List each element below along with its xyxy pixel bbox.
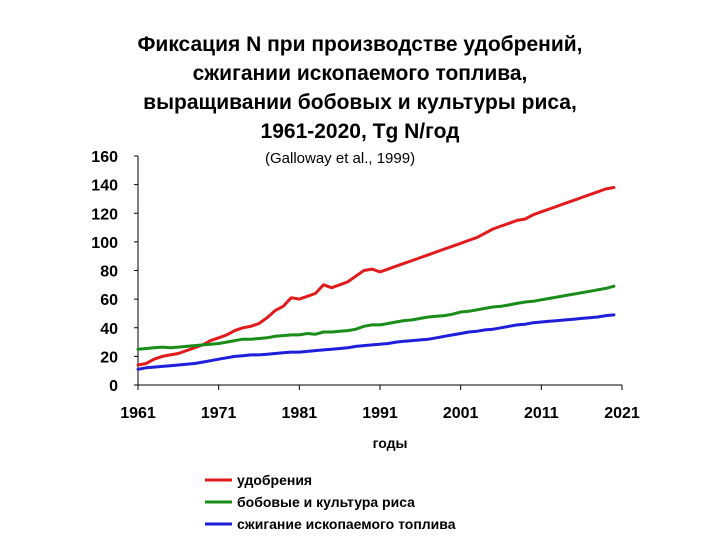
legend-label: удобрения: [237, 472, 312, 488]
y-tick-label: 120: [91, 206, 118, 223]
x-tick-label: 1971: [201, 405, 237, 422]
y-tick-label: 40: [100, 321, 118, 338]
chart-title: Фиксация N при производстве удобрений, с…: [60, 30, 660, 146]
y-tick-label: 0: [109, 378, 118, 395]
chart-title-line: 1961-2020, Tg N/год: [260, 120, 460, 143]
chart-title-line: выращивании бобовых и культуры риса,: [143, 91, 577, 114]
y-tick-label: 60: [100, 292, 118, 309]
series-layer: [136, 186, 616, 371]
y-tick-label: 140: [91, 178, 118, 195]
series-line-1: [136, 186, 616, 367]
y-tick-label: 20: [100, 349, 118, 366]
legend-label: бобовые и культура риса: [237, 494, 415, 510]
x-tick-label: 1981: [282, 405, 318, 422]
y-tick-label: 100: [91, 235, 118, 252]
y-tick-label: 160: [91, 149, 118, 166]
x-tick-label: 1991: [362, 405, 398, 422]
legend-label: сжигание ископаемого топлива: [237, 516, 456, 532]
x-tick-label: 2011: [524, 405, 559, 422]
chart-axes: 0 20 40 60 80 100 120 140 160 1961 1971 1981 1991 200…: [91, 149, 640, 451]
y-tick-label: 80: [100, 264, 118, 281]
x-tick-label: 2021: [604, 405, 640, 422]
chart-title-line: сжигании ископаемого топлива,: [192, 62, 528, 85]
chart-title-line: Фиксация N при производстве удобрений,: [137, 33, 583, 56]
series-line-2: [136, 284, 616, 351]
chart-subtitle: (Galloway et al., 1999): [265, 150, 416, 167]
x-axis-label: годы: [373, 435, 408, 451]
x-tick-label: 1961: [120, 405, 156, 422]
series-line-3: [136, 313, 616, 371]
chart-legend: удобрения бобовые и культура риса сжигание…: [205, 472, 456, 532]
x-tick-label: 2001: [443, 405, 479, 422]
